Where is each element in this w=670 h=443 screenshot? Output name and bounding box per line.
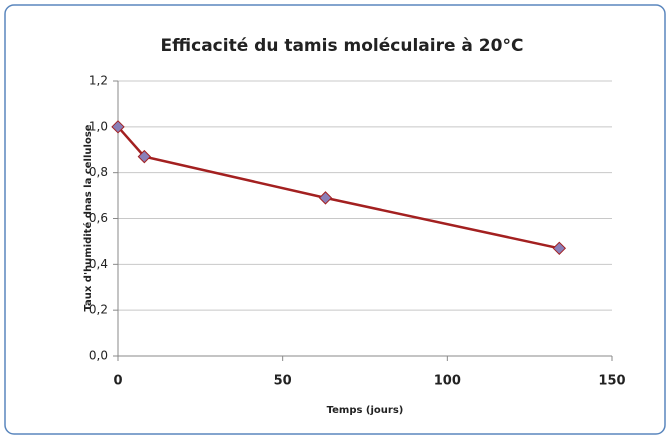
x-tick-label: 100: [434, 374, 461, 389]
x-tick-label: 0: [113, 374, 122, 389]
data-point: [552, 241, 567, 255]
y-tick-label: 1,0: [89, 119, 108, 133]
x-tick-label: 50: [274, 374, 292, 389]
y-tick-label: 0,8: [89, 165, 108, 179]
y-tick-label: 0,2: [89, 303, 108, 317]
x-tick-label: 150: [598, 374, 625, 389]
y-tick-label: 0,6: [89, 211, 108, 225]
y-axis-label: Taux d'humidité dnas la cellulose: [82, 124, 94, 311]
data-point: [137, 149, 152, 164]
data-point: [318, 191, 333, 205]
y-tick-label: 0,0: [89, 349, 108, 363]
data-point: [111, 120, 125, 134]
x-axis-label: Temps (jours): [327, 405, 404, 416]
y-tick-label: 0,4: [89, 257, 108, 271]
data-line: [117, 126, 560, 250]
y-tick-label: 1,2: [89, 74, 108, 88]
chart-title: Efficacité du tamis moléculaire à 20°C: [161, 36, 524, 56]
chart-frame: [4, 4, 666, 435]
